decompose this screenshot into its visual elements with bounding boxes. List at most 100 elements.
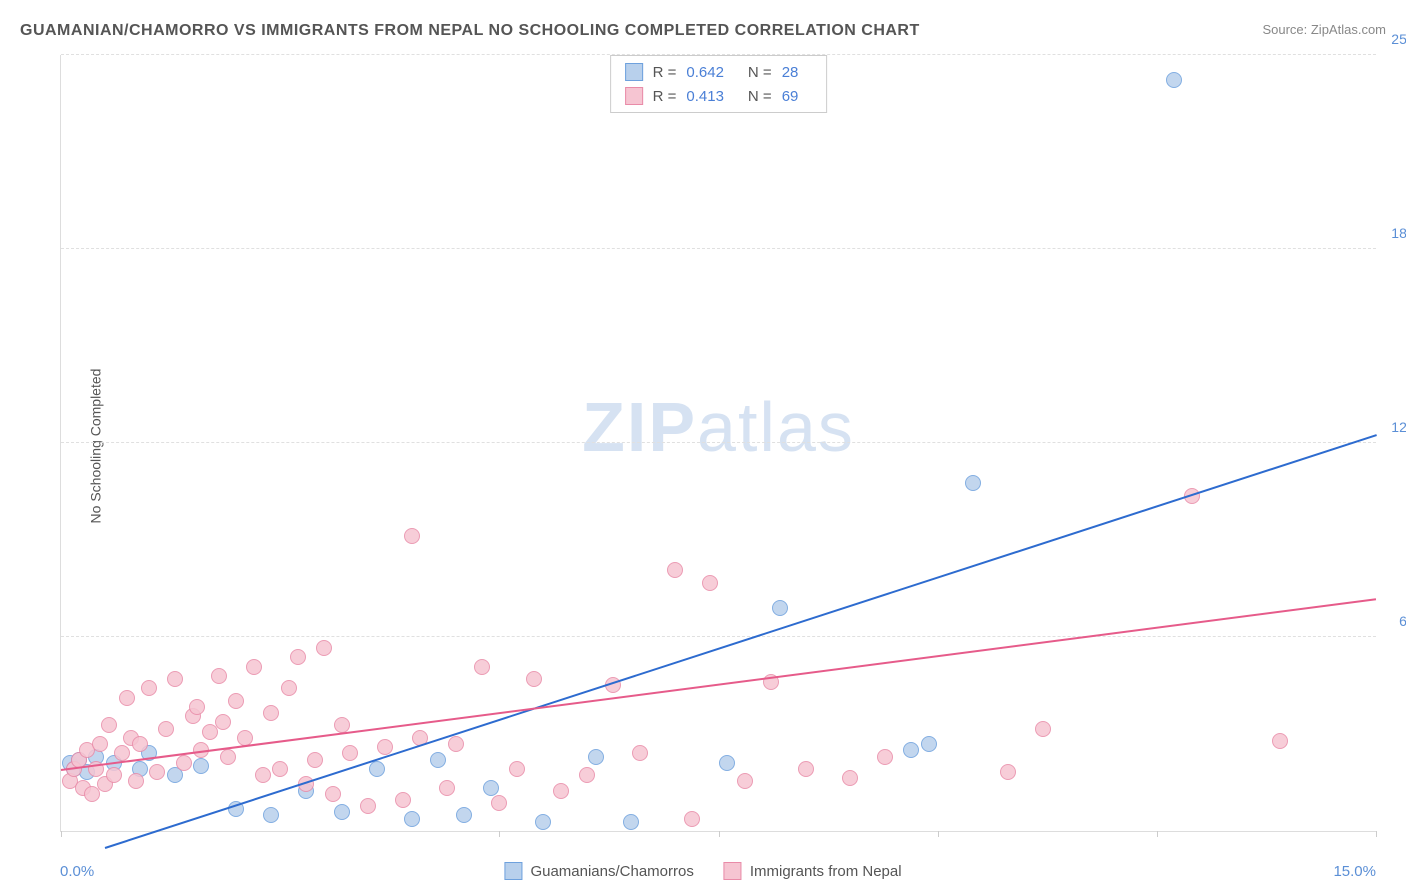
legend-label: Immigrants from Nepal (750, 863, 902, 880)
data-point (404, 528, 420, 544)
n-value: 28 (782, 64, 799, 81)
data-point (474, 659, 490, 675)
data-point (132, 736, 148, 752)
r-label: R = (653, 88, 677, 105)
data-point (404, 811, 420, 827)
data-point (342, 745, 358, 761)
swatch-icon (724, 862, 742, 880)
data-point (290, 649, 306, 665)
data-point (483, 780, 499, 796)
data-point (1000, 764, 1016, 780)
data-point (246, 659, 262, 675)
data-point (965, 475, 981, 491)
source-label: Source: ZipAtlas.com (1262, 22, 1386, 37)
data-point (189, 699, 205, 715)
data-point (228, 693, 244, 709)
swatch-icon (504, 862, 522, 880)
data-point (92, 736, 108, 752)
data-point (526, 671, 542, 687)
legend-stat-row: R = 0.642 N = 28 (625, 60, 813, 84)
n-value: 69 (782, 88, 799, 105)
data-point (281, 680, 297, 696)
data-point (193, 758, 209, 774)
legend-item: Guamanians/Chamorros (504, 862, 693, 880)
data-point (307, 752, 323, 768)
watermark: ZIPatlas (582, 387, 855, 467)
gridline (61, 442, 1376, 443)
data-point (325, 786, 341, 802)
data-point (921, 736, 937, 752)
data-point (176, 755, 192, 771)
data-point (263, 807, 279, 823)
data-point (842, 770, 858, 786)
x-tick (499, 831, 500, 837)
chart-area: ZIPatlas R = 0.642 N = 28 R = 0.413 N = … (60, 55, 1376, 832)
y-tick-label: 18.8% (1391, 225, 1406, 241)
legend-label: Guamanians/Chamorros (530, 863, 693, 880)
data-point (702, 575, 718, 591)
data-point (456, 807, 472, 823)
data-point (772, 600, 788, 616)
data-point (684, 811, 700, 827)
legend-item: Immigrants from Nepal (724, 862, 902, 880)
data-point (737, 773, 753, 789)
y-tick-label: 12.5% (1391, 419, 1406, 435)
data-point (448, 736, 464, 752)
data-point (215, 714, 231, 730)
x-tick-label: 0.0% (60, 863, 94, 880)
x-tick-label: 15.0% (1333, 863, 1376, 880)
data-point (509, 761, 525, 777)
data-point (369, 761, 385, 777)
data-point (623, 814, 639, 830)
x-tick (719, 831, 720, 837)
data-point (119, 690, 135, 706)
data-point (106, 767, 122, 783)
data-point (667, 562, 683, 578)
trend-line (61, 598, 1376, 771)
data-point (579, 767, 595, 783)
swatch-icon (625, 87, 643, 105)
data-point (1166, 72, 1182, 88)
data-point (903, 742, 919, 758)
x-tick (938, 831, 939, 837)
gridline (61, 248, 1376, 249)
r-value: 0.413 (686, 88, 724, 105)
x-tick (61, 831, 62, 837)
data-point (719, 755, 735, 771)
data-point (255, 767, 271, 783)
data-point (128, 773, 144, 789)
gridline (61, 636, 1376, 637)
data-point (158, 721, 174, 737)
x-tick (1376, 831, 1377, 837)
data-point (491, 795, 507, 811)
n-label: N = (748, 88, 772, 105)
data-point (553, 783, 569, 799)
gridline (61, 54, 1376, 55)
data-point (316, 640, 332, 656)
x-tick (1157, 831, 1158, 837)
data-point (211, 668, 227, 684)
plot-region: ZIPatlas R = 0.642 N = 28 R = 0.413 N = … (60, 55, 1376, 832)
data-point (334, 804, 350, 820)
data-point (149, 764, 165, 780)
data-point (1272, 733, 1288, 749)
chart-title: GUAMANIAN/CHAMORRO VS IMMIGRANTS FROM NE… (20, 22, 920, 40)
data-point (877, 749, 893, 765)
data-point (1035, 721, 1051, 737)
legend-stat-row: R = 0.413 N = 69 (625, 84, 813, 108)
data-point (798, 761, 814, 777)
data-point (535, 814, 551, 830)
data-point (114, 745, 130, 761)
data-point (430, 752, 446, 768)
data-point (167, 671, 183, 687)
legend-stats: R = 0.642 N = 28 R = 0.413 N = 69 (610, 55, 828, 113)
data-point (220, 749, 236, 765)
data-point (632, 745, 648, 761)
data-point (101, 717, 117, 733)
data-point (141, 680, 157, 696)
r-label: R = (653, 64, 677, 81)
data-point (439, 780, 455, 796)
n-label: N = (748, 64, 772, 81)
data-point (360, 798, 376, 814)
data-point (272, 761, 288, 777)
